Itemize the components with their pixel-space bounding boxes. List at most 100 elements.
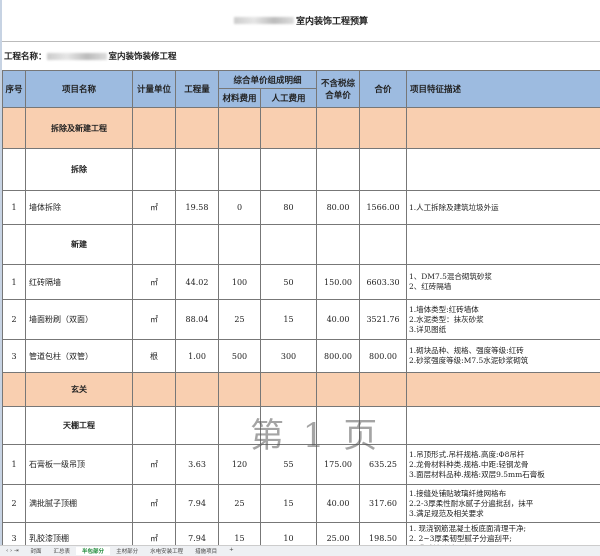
- cell-qty[interactable]: [175, 148, 219, 191]
- sheet-tab[interactable]: 半包部分: [76, 547, 111, 555]
- cell-material[interactable]: 15: [218, 522, 261, 545]
- cell-name[interactable]: 乳胶漆顶棚: [25, 522, 133, 545]
- cell-no[interactable]: 1: [2, 444, 26, 485]
- cell-desc[interactable]: [406, 224, 600, 265]
- cell-no[interactable]: 1: [2, 264, 26, 300]
- cell-name[interactable]: 石膏板一级吊顶: [25, 444, 133, 485]
- cell-price[interactable]: 175.00: [316, 444, 361, 485]
- cell-desc[interactable]: [406, 107, 600, 149]
- cell-price[interactable]: [316, 406, 361, 445]
- sheet-tab[interactable]: 封面: [30, 549, 42, 555]
- cell-labor[interactable]: 10: [259, 522, 318, 545]
- cell-unit[interactable]: [132, 224, 176, 265]
- cell-total[interactable]: 6603.30: [359, 264, 408, 300]
- cell-total[interactable]: 3521.76: [359, 299, 408, 340]
- cell-total[interactable]: 198.50: [359, 522, 408, 545]
- cell-price[interactable]: [316, 372, 361, 407]
- cell-name[interactable]: 墙体拆除: [25, 190, 133, 225]
- cell-qty[interactable]: 1.00: [175, 339, 219, 373]
- cell-labor[interactable]: 15: [259, 484, 318, 523]
- cell-material[interactable]: 120: [218, 444, 261, 485]
- cell-unit[interactable]: ㎡: [132, 484, 176, 523]
- cell-qty[interactable]: 7.94: [175, 522, 219, 545]
- cell-price[interactable]: 40.00: [316, 484, 361, 523]
- cell-unit[interactable]: ㎡: [132, 190, 176, 225]
- cell-material[interactable]: 100: [218, 264, 261, 300]
- cell-no[interactable]: 3: [2, 339, 26, 373]
- cell-qty[interactable]: [175, 224, 219, 265]
- cell-name[interactable]: 拆除: [25, 148, 133, 191]
- cell-price[interactable]: [316, 224, 361, 265]
- sheet-tab[interactable]: 汇总表: [53, 549, 71, 555]
- sheet-tab[interactable]: 措施项目: [195, 549, 218, 555]
- cell-no[interactable]: [2, 148, 26, 191]
- cell-desc[interactable]: 1.砌块品种、规格、强度等级:红砖 2.砂浆强度等级:M7.5水泥砂浆砌筑: [406, 339, 600, 373]
- cell-desc[interactable]: 1.人工拆除及建筑垃圾外运: [406, 190, 600, 225]
- cell-labor[interactable]: [259, 224, 318, 265]
- cell-unit[interactable]: ㎡: [132, 299, 176, 340]
- cell-desc[interactable]: [406, 406, 600, 445]
- cell-unit[interactable]: 根: [132, 339, 176, 373]
- cell-no[interactable]: 1: [2, 190, 26, 225]
- cell-labor[interactable]: 300: [259, 339, 318, 373]
- cell-name[interactable]: 红砖隔墙: [25, 264, 133, 300]
- cell-unit[interactable]: ㎡: [132, 444, 176, 485]
- cell-desc[interactable]: [406, 372, 600, 407]
- cell-qty[interactable]: 88.04: [175, 299, 219, 340]
- nav-arrows-icon[interactable]: ‹ › ⇥: [6, 548, 19, 554]
- cell-desc[interactable]: 1、DM7.5混合砌筑砂浆 2、红砖隔墙: [406, 264, 600, 300]
- cell-qty[interactable]: [175, 372, 219, 407]
- cell-total[interactable]: [359, 148, 408, 191]
- cell-qty[interactable]: [175, 107, 219, 149]
- cell-total[interactable]: 317.60: [359, 484, 408, 523]
- cell-price[interactable]: [316, 148, 361, 191]
- cell-labor[interactable]: [259, 372, 318, 407]
- cell-total[interactable]: 635.25: [359, 444, 408, 485]
- cell-no[interactable]: [2, 107, 26, 149]
- cell-labor[interactable]: 50: [259, 264, 318, 300]
- cell-name[interactable]: 玄关: [25, 372, 133, 407]
- cell-total[interactable]: 1566.00: [359, 190, 408, 225]
- cell-desc[interactable]: 1. 现浇钢筋混凝土板底面清理干净; 2. 2~3厚柔韧型腻子分遍刮平; 3. …: [406, 522, 600, 545]
- cell-name[interactable]: 拆除及新建工程: [25, 107, 133, 149]
- cell-no[interactable]: [2, 224, 26, 265]
- cell-qty[interactable]: [175, 406, 219, 445]
- cell-material[interactable]: [218, 107, 261, 149]
- cell-qty[interactable]: 3.63: [175, 444, 219, 485]
- cell-labor[interactable]: [259, 107, 318, 149]
- sheet-tab[interactable]: 主材部分: [116, 549, 139, 555]
- cell-qty[interactable]: 7.94: [175, 484, 219, 523]
- cell-labor[interactable]: [259, 148, 318, 191]
- cell-unit[interactable]: ㎡: [132, 264, 176, 300]
- cell-labor[interactable]: [259, 406, 318, 445]
- cell-total[interactable]: [359, 406, 408, 445]
- cell-unit[interactable]: [132, 107, 176, 149]
- cell-price[interactable]: [316, 107, 361, 149]
- cell-name[interactable]: 墙面粉刷（双面）: [25, 299, 133, 340]
- cell-unit[interactable]: [132, 406, 176, 445]
- cell-no[interactable]: 2: [2, 484, 26, 523]
- cell-material[interactable]: [218, 148, 261, 191]
- cell-labor[interactable]: 80: [259, 190, 318, 225]
- cell-qty[interactable]: 44.02: [175, 264, 219, 300]
- cell-total[interactable]: [359, 107, 408, 149]
- cell-qty[interactable]: 19.58: [175, 190, 219, 225]
- cell-material[interactable]: [218, 406, 261, 445]
- cell-price[interactable]: 80.00: [316, 190, 361, 225]
- cell-material[interactable]: 25: [218, 484, 261, 523]
- cell-price[interactable]: 150.00: [316, 264, 361, 300]
- cell-no[interactable]: 2: [2, 299, 26, 340]
- cell-no[interactable]: 3: [2, 522, 26, 545]
- cell-name[interactable]: 满批腻子顶棚: [25, 484, 133, 523]
- cell-name[interactable]: 管道包柱（双管）: [25, 339, 133, 373]
- cell-unit[interactable]: [132, 372, 176, 407]
- cell-no[interactable]: [2, 372, 26, 407]
- cell-name[interactable]: 新建: [25, 224, 133, 265]
- cell-labor[interactable]: 15: [259, 299, 318, 340]
- cell-labor[interactable]: 55: [259, 444, 318, 485]
- sheet-tab[interactable]: 水电安装工程: [150, 549, 184, 555]
- cell-material[interactable]: 25: [218, 299, 261, 340]
- cell-total[interactable]: [359, 224, 408, 265]
- cell-unit[interactable]: ㎡: [132, 522, 176, 545]
